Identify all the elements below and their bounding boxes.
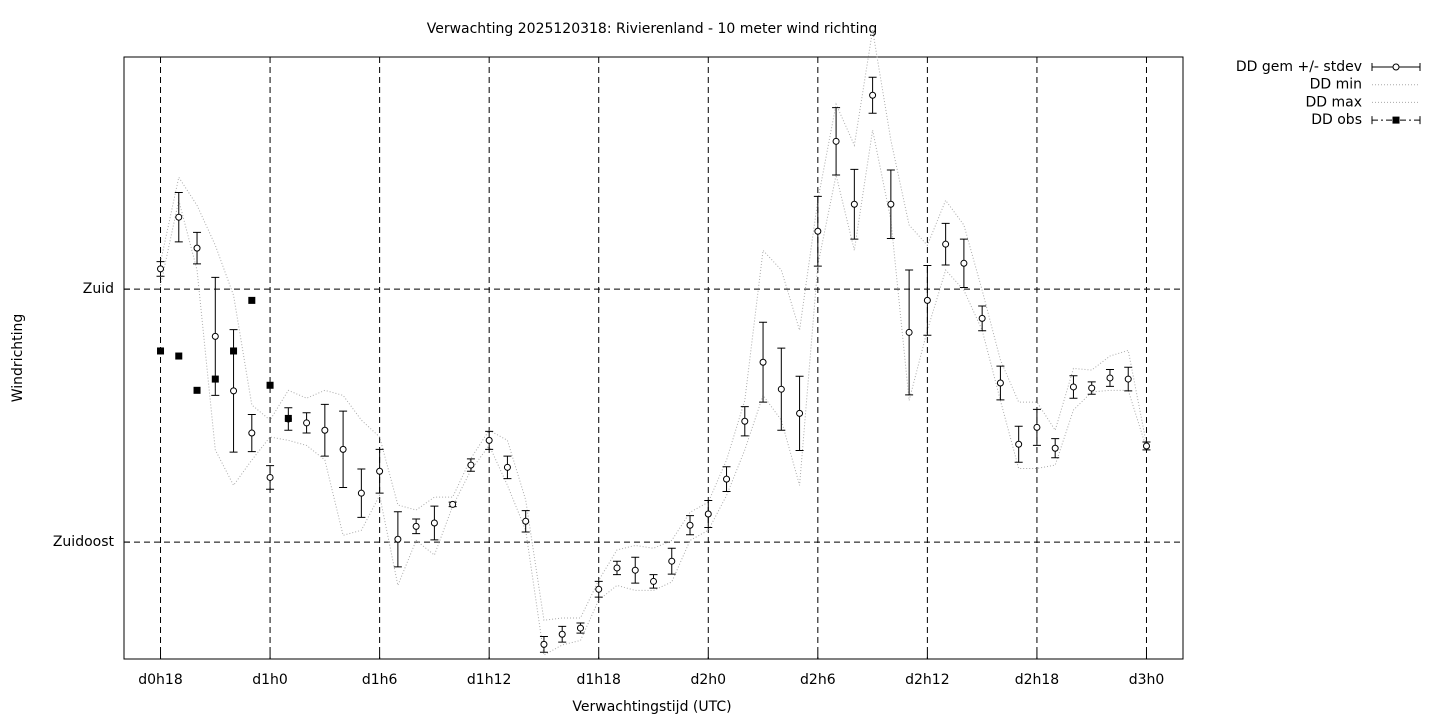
x-tick-label: d2h0: [690, 672, 726, 688]
x-axis-label: Verwachtingstijd (UTC): [572, 699, 731, 715]
mean-point: [1015, 440, 1023, 448]
mean-point: [522, 517, 530, 525]
mean-point: [723, 475, 731, 483]
mean-point: [157, 265, 165, 273]
obs-point: [157, 347, 165, 355]
mean-point: [576, 624, 584, 632]
mean-point: [996, 379, 1004, 387]
mean-point: [923, 296, 931, 304]
mean-point: [1124, 375, 1132, 383]
mean-point: [595, 585, 603, 593]
min-line: [160, 129, 1147, 656]
mean-point: [1106, 374, 1114, 382]
mean-point: [503, 463, 511, 471]
mean-point: [631, 566, 639, 574]
y-tick-label: Zuidoost: [53, 534, 115, 550]
mean-point: [777, 385, 785, 393]
mean-point: [412, 522, 420, 530]
x-tick-label: d2h12: [905, 672, 949, 688]
x-tick-label: d2h18: [1015, 672, 1059, 688]
mean-point: [978, 314, 986, 322]
x-tick-label: d1h0: [252, 672, 288, 688]
mean-point: [960, 259, 968, 267]
plot-frame: [123, 56, 1184, 660]
x-tick-label: d1h12: [467, 672, 511, 688]
mean-point: [1033, 423, 1041, 431]
mean-point: [321, 426, 329, 434]
obs-point: [193, 386, 201, 394]
mean-point: [540, 640, 548, 648]
legend-swatch: [1392, 63, 1400, 71]
x-tick-label: d2h6: [800, 672, 836, 688]
y-axis-label: Windrichting: [10, 314, 26, 403]
obs-point: [175, 352, 183, 360]
mean-point: [485, 436, 493, 444]
mean-point: [449, 500, 457, 508]
obs-point: [266, 381, 274, 389]
x-tick-label: d1h18: [576, 672, 620, 688]
legend-label: DD min: [1310, 77, 1362, 93]
x-tick-label: d0h18: [138, 672, 182, 688]
legend-swatch: [1371, 116, 1421, 125]
mean-point: [1142, 442, 1150, 450]
legend-label: DD max: [1305, 94, 1362, 110]
mean-point: [193, 244, 201, 252]
mean-point: [686, 521, 694, 529]
mean-point: [1051, 444, 1059, 452]
mean-point: [832, 137, 840, 145]
legend-swatch: [1392, 116, 1400, 124]
obs-point: [211, 375, 219, 383]
mean-point: [869, 91, 877, 99]
obs-point: [230, 347, 238, 355]
mean-point: [430, 519, 438, 527]
legend-label: DD obs: [1311, 112, 1362, 128]
mean-point: [376, 467, 384, 475]
mean-point: [741, 417, 749, 425]
mean-point: [266, 473, 274, 481]
mean-point: [558, 630, 566, 638]
mean-point: [850, 200, 858, 208]
y-tick-label: Zuid: [83, 281, 114, 297]
mean-point: [759, 358, 767, 366]
mean-point: [211, 332, 219, 340]
chart-title: Verwachting 2025120318: Rivierenland - 1…: [427, 21, 878, 37]
mean-point: [394, 535, 402, 543]
mean-point: [1088, 384, 1096, 392]
max-line: [160, 29, 1147, 621]
mean-point: [248, 429, 256, 437]
mean-point: [814, 227, 822, 235]
obs-point: [248, 296, 256, 304]
mean-point: [357, 489, 365, 497]
mean-point: [704, 510, 712, 518]
mean-point: [905, 328, 913, 336]
mean-point: [887, 200, 895, 208]
mean-point: [668, 557, 676, 565]
mean-point: [303, 419, 311, 427]
mean-point: [613, 564, 621, 572]
mean-point: [339, 445, 347, 453]
mean-point: [796, 409, 804, 417]
legend-label: DD gem +/- stdev: [1236, 59, 1362, 75]
x-tick-label: d3h0: [1129, 672, 1165, 688]
mean-point: [1069, 383, 1077, 391]
x-tick-label: d1h6: [362, 672, 398, 688]
mean-point: [467, 461, 475, 469]
mean-point: [650, 577, 657, 585]
mean-point: [230, 387, 238, 395]
obs-point: [284, 414, 292, 422]
mean-point: [175, 213, 183, 221]
mean-point: [942, 240, 950, 248]
